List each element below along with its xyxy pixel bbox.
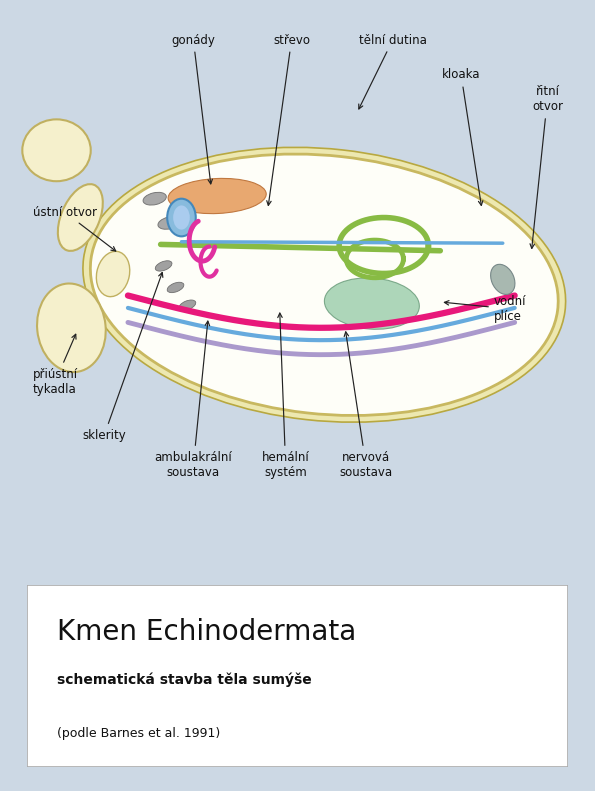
Ellipse shape (179, 300, 196, 310)
Text: (podle Barnes et al. 1991): (podle Barnes et al. 1991) (57, 727, 220, 740)
Ellipse shape (143, 192, 167, 205)
Ellipse shape (23, 119, 90, 181)
Text: střevo: střevo (267, 33, 310, 206)
Text: vodní
plíce: vodní plíce (444, 295, 527, 323)
Ellipse shape (158, 217, 181, 229)
Ellipse shape (173, 206, 190, 229)
Text: přiústní
tykadla: přiústní tykadla (33, 335, 78, 396)
Text: schematická stavba těla sumýše: schematická stavba těla sumýše (57, 672, 311, 687)
Text: tělní dutina: tělní dutina (359, 33, 427, 109)
Text: ústní otvor: ústní otvor (33, 206, 116, 251)
Ellipse shape (58, 184, 103, 251)
Text: nervová
soustava: nervová soustava (339, 332, 393, 479)
Ellipse shape (155, 261, 172, 271)
Ellipse shape (37, 283, 106, 372)
Text: ambulakrální
soustava: ambulakrální soustava (155, 321, 232, 479)
Ellipse shape (167, 282, 184, 293)
Text: gonády: gonády (171, 33, 215, 184)
Text: kloaka: kloaka (442, 69, 483, 206)
Text: hemální
systém: hemální systém (262, 313, 309, 479)
FancyBboxPatch shape (27, 585, 568, 767)
Text: Kmen Echinodermata: Kmen Echinodermata (57, 618, 356, 646)
Ellipse shape (167, 199, 196, 237)
Ellipse shape (491, 264, 515, 294)
Ellipse shape (96, 252, 130, 297)
Ellipse shape (168, 179, 266, 214)
Ellipse shape (324, 278, 419, 329)
Text: řitní
otvor: řitní otvor (530, 85, 563, 248)
Ellipse shape (90, 154, 558, 415)
Text: sklerity: sklerity (82, 272, 163, 442)
Ellipse shape (83, 147, 566, 422)
